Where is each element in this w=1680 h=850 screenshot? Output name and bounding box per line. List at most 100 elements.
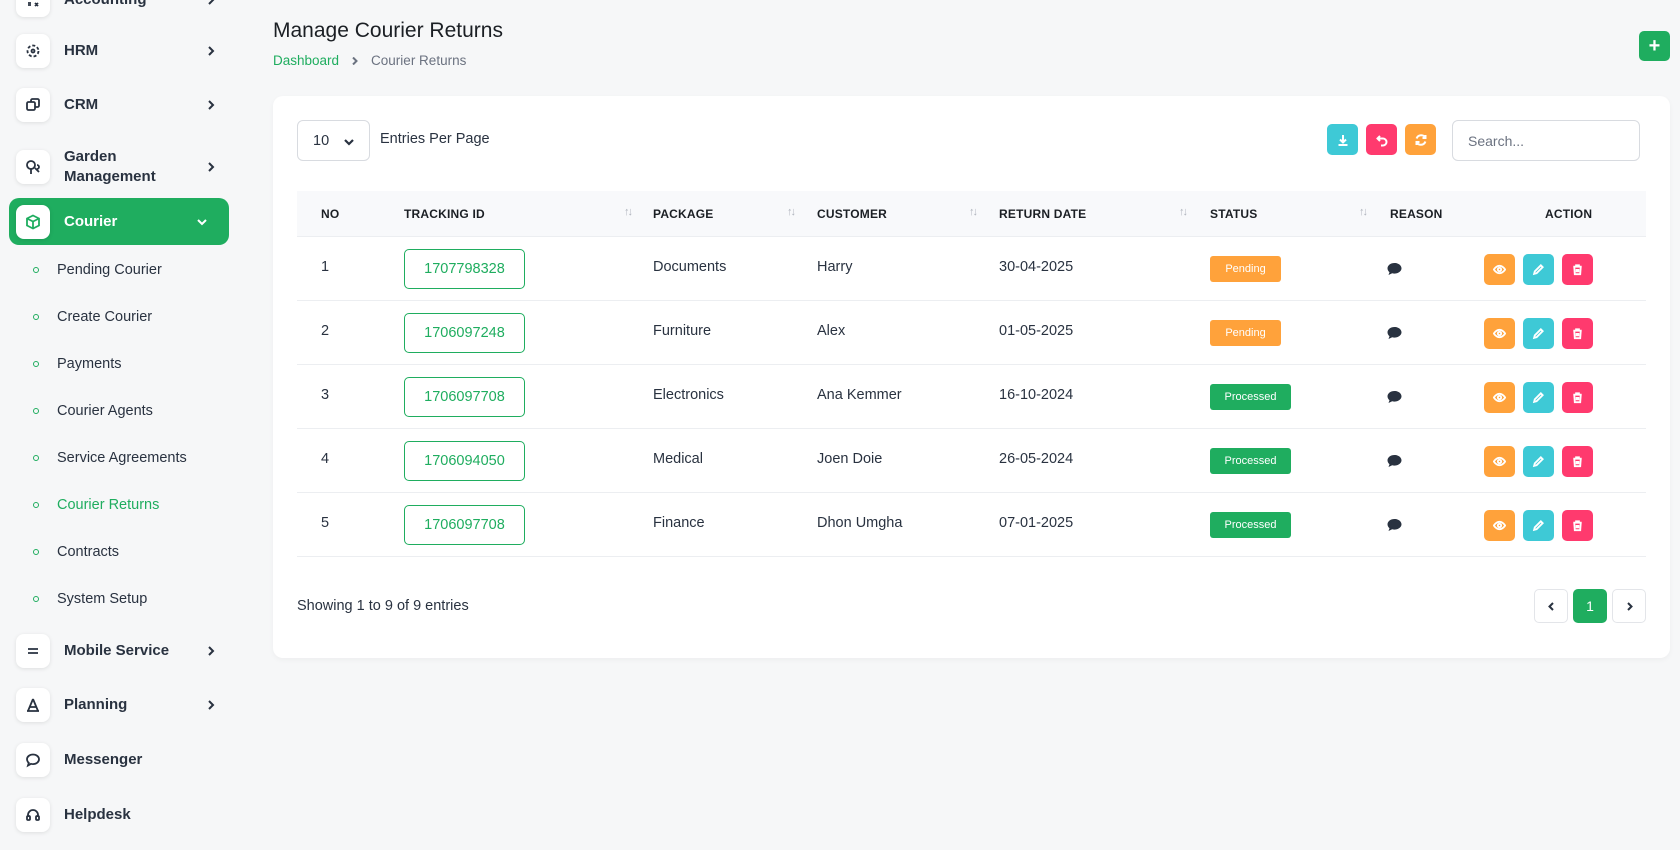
add-button[interactable]: + bbox=[1639, 31, 1670, 61]
tracking-id-button[interactable]: 1706094050 bbox=[404, 441, 525, 481]
edit-button[interactable] bbox=[1523, 254, 1554, 285]
table-row: 1 1707798328 Documents Harry 30-04-2025 … bbox=[297, 237, 1646, 301]
tracking-id-button[interactable]: 1706097708 bbox=[404, 505, 525, 545]
sidebar-sub-service-agreements[interactable]: Service Agreements bbox=[33, 450, 187, 466]
tracking-id-button[interactable]: 1706097708 bbox=[404, 377, 525, 417]
sidebar-item-label: Accounting bbox=[64, 0, 194, 10]
cell-return-date: 26-05-2024 bbox=[999, 451, 1074, 467]
cell-customer: Joen Doie bbox=[817, 451, 883, 467]
prev-page-button[interactable] bbox=[1534, 589, 1568, 623]
table-row: 3 1706097708 Electronics Ana Kemmer 16-1… bbox=[297, 365, 1646, 429]
breadcrumb: Dashboard Courier Returns bbox=[273, 53, 466, 68]
next-page-button[interactable] bbox=[1612, 589, 1646, 623]
planning-icon bbox=[16, 688, 50, 722]
sort-icon[interactable]: ↑↓ bbox=[1179, 206, 1188, 218]
edit-button[interactable] bbox=[1523, 510, 1554, 541]
cell-return-date: 16-10-2024 bbox=[999, 387, 1074, 403]
sidebar-sub-create-courier[interactable]: Create Courier bbox=[33, 309, 152, 325]
bullet-icon bbox=[33, 455, 39, 461]
delete-button[interactable] bbox=[1562, 318, 1593, 349]
column-header-status[interactable]: STATUS bbox=[1210, 207, 1258, 221]
cell-return-date: 30-04-2025 bbox=[999, 259, 1074, 275]
eye-icon bbox=[1493, 456, 1506, 467]
view-button[interactable] bbox=[1484, 446, 1515, 477]
comment-icon[interactable] bbox=[1387, 454, 1402, 468]
sidebar-sub-courier-agents[interactable]: Courier Agents bbox=[33, 403, 153, 419]
view-button[interactable] bbox=[1484, 254, 1515, 285]
sidebar-item-garden-management[interactable]: Garden Management bbox=[0, 147, 238, 187]
undo-button[interactable] bbox=[1366, 124, 1397, 155]
view-button[interactable] bbox=[1484, 510, 1515, 541]
sidebar-item-helpdesk[interactable]: Helpdesk bbox=[0, 798, 238, 832]
page-1-button[interactable]: 1 bbox=[1573, 589, 1607, 623]
breadcrumb-dashboard-link[interactable]: Dashboard bbox=[273, 53, 340, 68]
sort-icon[interactable]: ↑↓ bbox=[969, 206, 978, 218]
column-header-tracking-id[interactable]: TRACKING ID bbox=[404, 207, 485, 221]
breadcrumb-current: Courier Returns bbox=[371, 53, 467, 68]
hrm-icon bbox=[16, 34, 50, 68]
pencil-icon bbox=[1532, 328, 1544, 340]
sidebar-item-crm[interactable]: CRM bbox=[0, 88, 238, 122]
tracking-id-button[interactable]: 1707798328 bbox=[404, 249, 525, 289]
delete-button[interactable] bbox=[1562, 446, 1593, 477]
sidebar-sub-pending-courier[interactable]: Pending Courier bbox=[33, 262, 162, 278]
delete-button[interactable] bbox=[1562, 382, 1593, 413]
edit-button[interactable] bbox=[1523, 318, 1554, 349]
comment-icon[interactable] bbox=[1387, 262, 1402, 276]
column-header-package[interactable]: PACKAGE bbox=[653, 207, 714, 221]
sidebar-sub-contracts[interactable]: Contracts bbox=[33, 544, 119, 560]
sidebar-item-label: Messenger bbox=[64, 751, 143, 768]
cell-no: 5 bbox=[321, 515, 330, 531]
bullet-icon bbox=[33, 361, 39, 367]
view-button[interactable] bbox=[1484, 382, 1515, 413]
comment-icon[interactable] bbox=[1387, 326, 1402, 340]
trash-icon bbox=[1573, 328, 1582, 340]
status-badge: Pending bbox=[1210, 256, 1281, 282]
sort-icon[interactable]: ↑↓ bbox=[787, 206, 796, 218]
cell-customer: Dhon Umgha bbox=[817, 515, 903, 531]
comment-icon[interactable] bbox=[1387, 390, 1402, 404]
bullet-icon bbox=[33, 314, 39, 320]
trash-icon bbox=[1573, 392, 1582, 404]
sidebar-sub-label: Courier Agents bbox=[57, 403, 153, 419]
refresh-button[interactable] bbox=[1405, 124, 1436, 155]
sidebar-item-planning[interactable]: Planning bbox=[0, 688, 238, 722]
sidebar-item-label: Garden Management bbox=[64, 148, 156, 185]
sort-icon[interactable]: ↑↓ bbox=[1359, 206, 1368, 218]
sort-icon[interactable]: ↑↓ bbox=[624, 206, 633, 218]
comment-icon[interactable] bbox=[1387, 518, 1402, 532]
sidebar-item-messenger[interactable]: Messenger bbox=[0, 743, 238, 777]
returns-card: 10 Entries Per Page NO TRACKING ID ↑↓ PA… bbox=[273, 96, 1670, 658]
delete-button[interactable] bbox=[1562, 254, 1593, 285]
sidebar-item-mobile-service[interactable]: Mobile Service bbox=[0, 634, 238, 668]
bullet-icon bbox=[33, 267, 39, 273]
search-input[interactable] bbox=[1452, 120, 1640, 161]
view-button[interactable] bbox=[1484, 318, 1515, 349]
edit-button[interactable] bbox=[1523, 382, 1554, 413]
sidebar-sub-system-setup[interactable]: System Setup bbox=[33, 591, 147, 607]
sidebar-item-label: CRM bbox=[64, 96, 99, 113]
column-header-return-date[interactable]: RETURN DATE bbox=[999, 207, 1087, 221]
cell-package: Furniture bbox=[653, 323, 712, 339]
sidebar-item-hrm[interactable]: HRM bbox=[0, 34, 238, 68]
download-button[interactable] bbox=[1327, 124, 1358, 155]
sidebar-sub-label: Contracts bbox=[57, 544, 120, 560]
sidebar-item-accounting[interactable]: Accounting bbox=[0, 0, 238, 17]
entries-per-page-select[interactable]: 10 bbox=[297, 120, 370, 161]
sidebar-sub-courier-returns[interactable]: Courier Returns bbox=[33, 497, 159, 513]
edit-button[interactable] bbox=[1523, 446, 1554, 477]
sidebar-item-label: Helpdesk bbox=[64, 806, 131, 823]
chat-bubble-icon bbox=[16, 743, 50, 777]
trash-icon bbox=[1573, 264, 1582, 276]
table-row: 2 1706097248 Furniture Alex 01-05-2025 P… bbox=[297, 301, 1646, 365]
cell-package: Finance bbox=[653, 515, 705, 531]
delete-button[interactable] bbox=[1562, 510, 1593, 541]
sidebar-sub-payments[interactable]: Payments bbox=[33, 356, 121, 372]
bullet-icon bbox=[33, 596, 39, 602]
page-title: Manage Courier Returns bbox=[273, 19, 503, 42]
sidebar-item-courier[interactable]: Courier bbox=[9, 198, 229, 245]
tracking-id-button[interactable]: 1706097248 bbox=[404, 313, 525, 353]
chevron-right-icon bbox=[1626, 601, 1633, 611]
column-header-customer[interactable]: CUSTOMER bbox=[817, 207, 888, 221]
table-row: 5 1706097708 Finance Dhon Umgha 07-01-20… bbox=[297, 493, 1646, 557]
